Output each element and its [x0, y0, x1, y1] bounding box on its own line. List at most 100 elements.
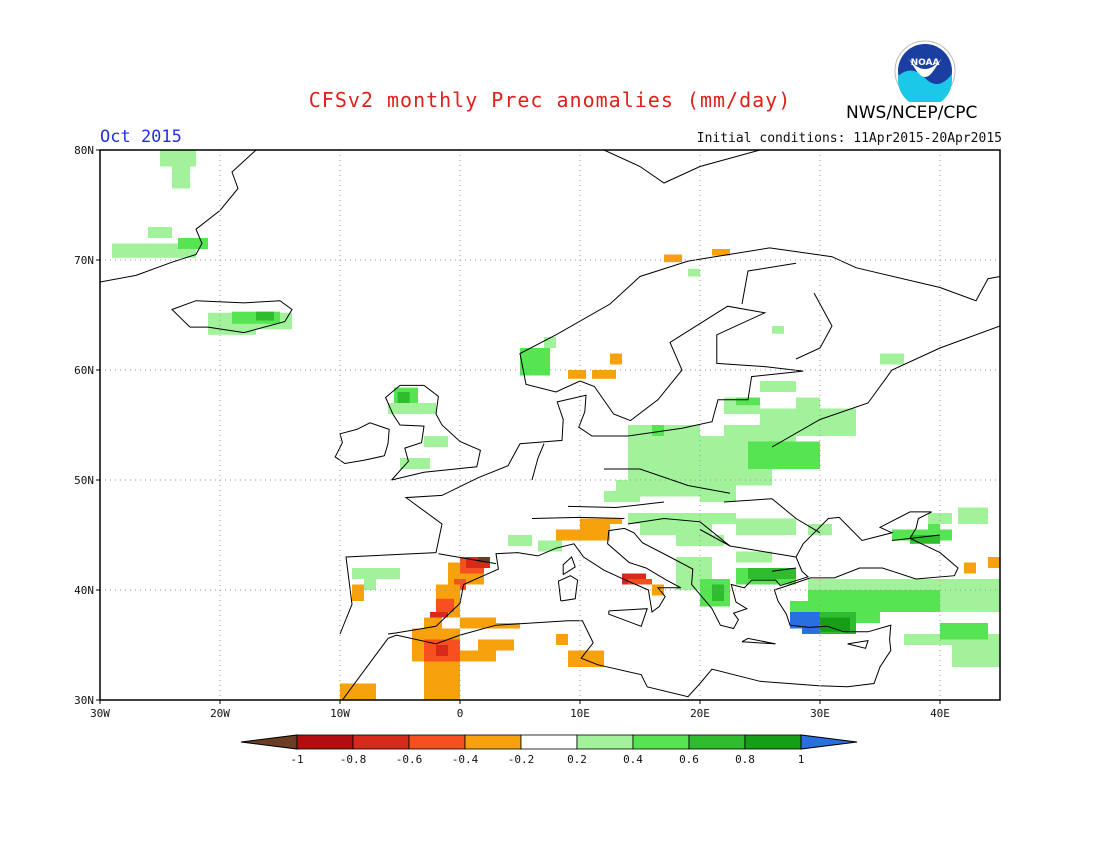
coastline	[100, 150, 257, 283]
lon-label: 30E	[810, 707, 830, 720]
colorbar-segment	[296, 734, 354, 750]
anomaly-cell	[478, 639, 514, 651]
lat-label: 60N	[74, 364, 94, 377]
colorbar-segment	[520, 734, 578, 750]
colorbar-label: -0.6	[396, 753, 423, 766]
anomaly-cell	[148, 227, 172, 238]
anomaly-cell	[700, 485, 736, 502]
colorbar-segment	[576, 734, 634, 750]
anomaly-cell	[460, 650, 496, 662]
anomaly-cell	[952, 645, 1000, 667]
coastline	[723, 498, 821, 534]
coastline	[562, 556, 576, 576]
anomaly-cell	[352, 584, 364, 601]
coastline	[384, 384, 481, 481]
coastlines	[100, 150, 1000, 700]
lat-label: 50N	[74, 474, 94, 487]
colorbar-label: 0.4	[623, 753, 643, 766]
coastline	[341, 511, 959, 700]
anomaly-cell	[724, 425, 856, 436]
anomaly-cell	[430, 612, 448, 618]
colorbar-arrow-low	[240, 734, 298, 750]
anomaly-cell	[736, 551, 772, 563]
colorbar-label: 0.8	[735, 753, 755, 766]
colorbar-arrow-high	[800, 734, 858, 750]
coastline	[531, 443, 545, 481]
lat-label: 70N	[74, 254, 94, 267]
anomaly-cell	[172, 166, 190, 189]
anomaly-cell	[958, 507, 988, 524]
anomaly-cell	[256, 311, 274, 321]
anomaly-cell	[592, 370, 616, 379]
anomaly-cell	[538, 540, 562, 552]
anomaly-cell	[580, 518, 610, 533]
colorbar-label: 0.2	[567, 753, 587, 766]
lon-label: 20W	[210, 707, 230, 720]
coastline	[604, 468, 731, 494]
anomaly-cell	[802, 628, 820, 634]
coastline	[699, 529, 797, 558]
colorbar-segment	[688, 734, 746, 750]
anomaly-cell	[112, 243, 196, 258]
anomaly-cell	[964, 562, 976, 574]
coastline	[171, 300, 293, 334]
anomaly-cell	[424, 661, 460, 700]
anomaly-cell	[664, 254, 682, 263]
anomaly-cell	[610, 353, 622, 365]
lat-label: 30N	[74, 694, 94, 707]
anomaly-cell	[544, 337, 556, 348]
lon-label: 10E	[570, 707, 590, 720]
coastline	[771, 325, 1000, 448]
anomaly-cell	[940, 623, 988, 640]
anomaly-cell	[736, 518, 796, 535]
anomaly-cell	[556, 634, 568, 645]
coastline	[557, 575, 579, 602]
coastline	[603, 150, 761, 184]
colorbar-label: -0.8	[340, 753, 367, 766]
colorbar-label: -1	[290, 753, 303, 766]
coastline	[531, 516, 625, 519]
agency-label: NWS/NCEP/CPC	[846, 103, 978, 123]
anomaly-cell	[628, 513, 736, 524]
anomaly-cell	[178, 238, 208, 249]
initial-conditions: Initial conditions: 11Apr2015-20Apr2015	[696, 131, 1002, 146]
anomaly-cell	[568, 650, 604, 667]
anomaly-cell	[160, 150, 196, 167]
colorbar-label: 0.6	[679, 753, 699, 766]
anomaly-cell	[760, 408, 856, 425]
coastline	[334, 422, 390, 465]
anomaly-cell	[772, 326, 784, 334]
anomaly-cell	[208, 328, 256, 335]
noaa-logo-text: NOAA	[911, 58, 940, 68]
anomaly-cell	[640, 524, 712, 535]
anomaly-cell	[790, 612, 820, 629]
anomaly-cell	[436, 645, 448, 656]
anomaly-cell	[760, 381, 796, 392]
colorbar-label: -0.4	[452, 753, 479, 766]
anomaly-cell	[556, 529, 610, 541]
coastline	[438, 553, 497, 565]
anomaly-cell	[652, 425, 664, 436]
anomaly-cell	[604, 491, 640, 502]
coastline	[847, 639, 869, 649]
anomaly-cell	[424, 617, 442, 629]
coastline	[567, 501, 665, 509]
map-frame	[99, 149, 1001, 701]
anomaly-cell	[388, 403, 436, 414]
lon-label: 40E	[930, 707, 950, 720]
colorbar-segment	[632, 734, 690, 750]
anomaly-cell	[808, 524, 832, 535]
colorbar-label: 1	[798, 753, 805, 766]
coastline	[771, 567, 797, 572]
anomaly-cell	[652, 584, 664, 596]
lon-label: 0	[457, 707, 464, 720]
lon-label: 10W	[330, 707, 350, 720]
anomaly-cell	[448, 562, 460, 574]
colorbar-segment	[408, 734, 466, 750]
coastline	[741, 637, 776, 645]
colorbar-segment	[352, 734, 410, 750]
anomaly-cell	[688, 268, 700, 277]
coastline	[891, 534, 941, 541]
anomaly-cell	[796, 397, 820, 409]
anomaly-cell	[460, 617, 496, 629]
